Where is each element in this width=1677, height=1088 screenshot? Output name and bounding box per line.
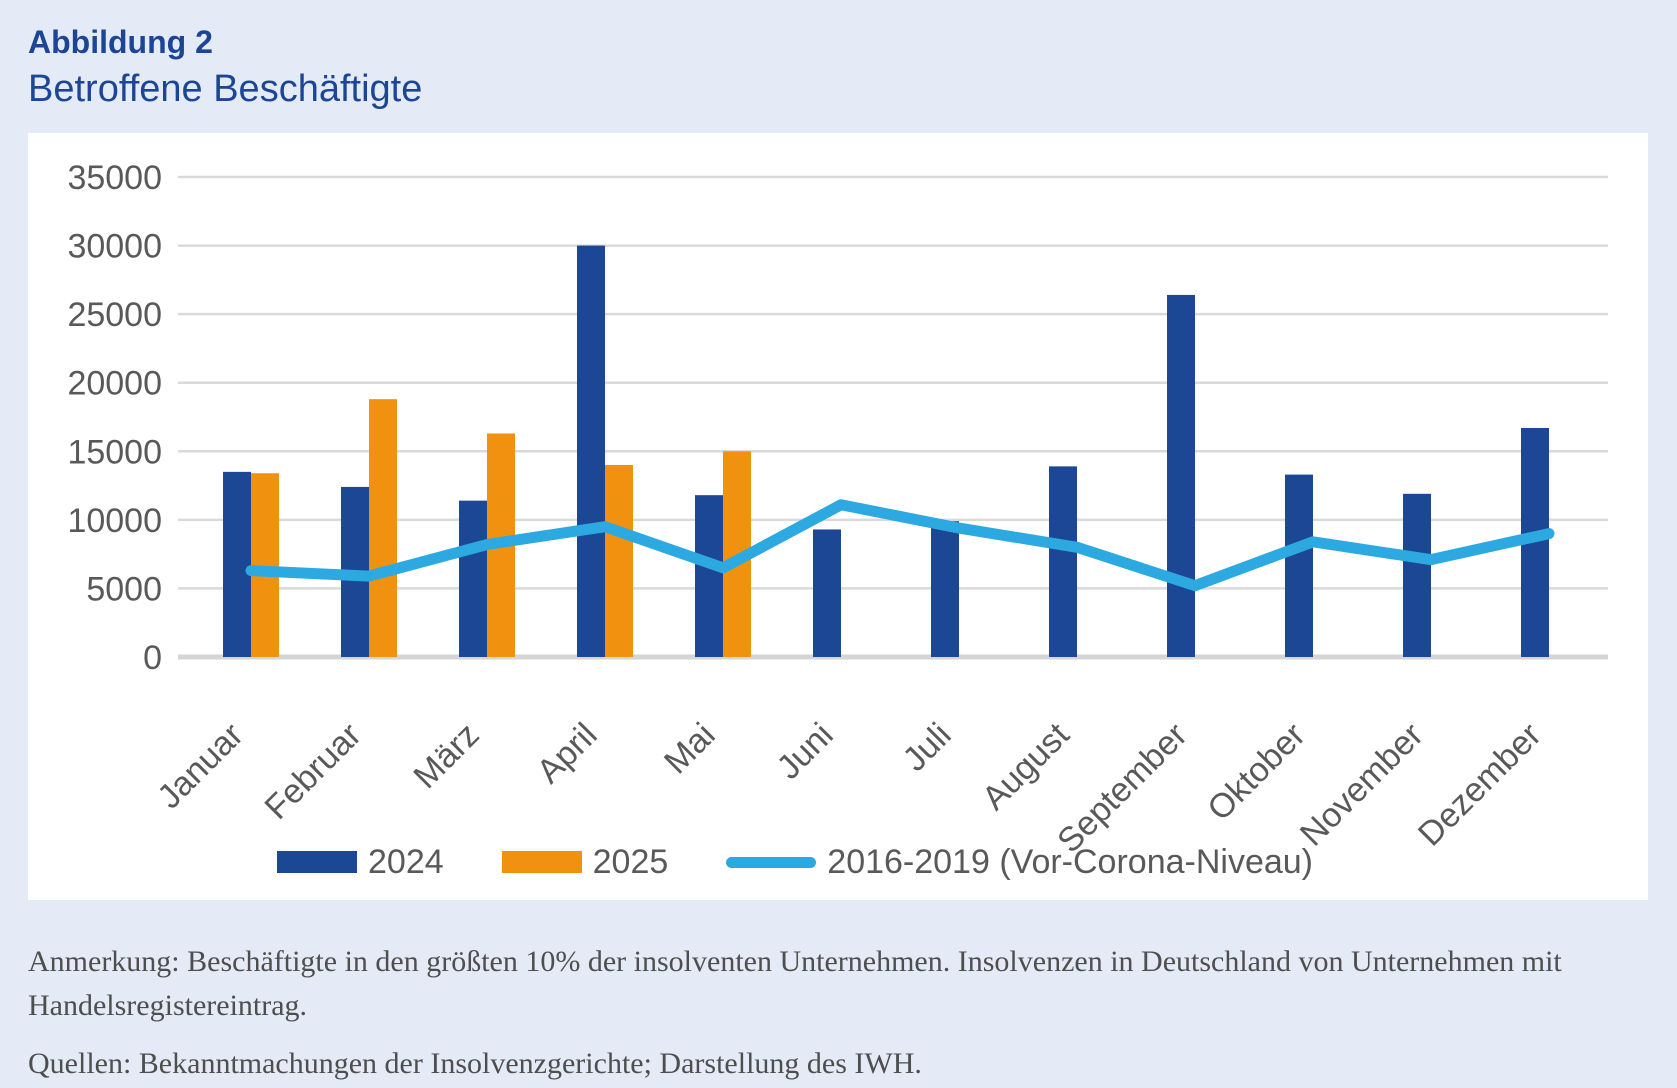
legend-swatch-2024 xyxy=(277,851,357,873)
legend-item-2016-2019: 2016-2019 (Vor-Corona-Niveau) xyxy=(726,843,1313,882)
note-text: Anmerkung: Beschäftigte in den größten 1… xyxy=(28,945,1562,1022)
x-axis-label-Juni: Juni xyxy=(770,716,841,787)
trend-line-2016-2019 (Vor-Corona-Niveau) xyxy=(245,499,1555,592)
bar-2024-Mai xyxy=(695,495,723,657)
legend-swatch-2025 xyxy=(501,851,582,873)
x-axis-label-Juli: Juli xyxy=(896,716,959,779)
bar-2025-Januar xyxy=(251,473,279,657)
y-tick-label: 20000 xyxy=(67,365,162,403)
x-axis-label-Oktober: Oktober xyxy=(1200,716,1312,828)
x-axis-label-November: November xyxy=(1293,716,1431,854)
y-tick-label: 25000 xyxy=(67,296,162,334)
y-tick-label: 15000 xyxy=(67,433,162,471)
bar-2024-August xyxy=(1049,466,1077,657)
bar-2024-November xyxy=(1403,493,1431,657)
y-tick-label: 10000 xyxy=(67,502,162,540)
bar-2025-Februar xyxy=(369,399,397,657)
figure-footer: Anmerkung: Beschäftigte in den größten 1… xyxy=(28,940,1628,1086)
bar-2025-April xyxy=(605,465,633,657)
x-axis-label-März: März xyxy=(406,716,486,796)
chart-panel: 0 5000 10000 15000 20000 25000 30000 35000 Janua… xyxy=(28,133,1648,900)
x-axis-label-Dezember: Dezember xyxy=(1411,716,1549,854)
x-axis-label-Januar: Januar xyxy=(150,716,250,816)
chart-legend: 2024 2025 2016-2019 (Vor-Corona-Niveau) xyxy=(277,843,1313,881)
legend-label-2016-2019: 2016-2019 (Vor-Corona-Niveau) xyxy=(827,842,1313,881)
legend-line-swatch-2016-2019 xyxy=(726,856,817,868)
legend-item-2025: 2025 xyxy=(501,842,669,882)
legend-item-2024: 2024 xyxy=(277,843,444,882)
bar-2024-April xyxy=(577,245,605,658)
sources-text: Quellen: Bekanntmachungen der Insolvenzg… xyxy=(28,1047,922,1080)
y-tick-label: 0 xyxy=(143,639,162,677)
bar-2024-Juni xyxy=(813,529,841,657)
page-title: Betroffene Beschäftigte xyxy=(28,67,423,110)
legend-label-2025: 2025 xyxy=(592,842,669,881)
y-tick-label: 30000 xyxy=(67,228,162,266)
bar-2024-Oktober xyxy=(1285,474,1313,657)
x-axis-label-September: September xyxy=(1050,716,1194,860)
x-axis-label-August: August xyxy=(975,715,1077,817)
x-axis-label-Mai: Mai xyxy=(657,716,723,782)
figure-header: Abbildung 2 Betroffene Beschäftigte xyxy=(28,22,422,113)
chart-canvas: 0 5000 10000 15000 20000 25000 30000 35000 Janua… xyxy=(67,159,1608,860)
bar-2024-September xyxy=(1167,294,1195,657)
y-tick-label: 35000 xyxy=(67,159,162,197)
figure-label: Abbildung 2 xyxy=(28,24,213,60)
bar-2024-Juli xyxy=(931,521,959,657)
y-tick-label: 5000 xyxy=(86,570,162,608)
bar-2024-Januar xyxy=(223,471,251,657)
bar-2024-März xyxy=(459,500,487,657)
x-axis-label-Februar: Februar xyxy=(258,716,369,827)
x-axis-label-April: April xyxy=(530,716,605,791)
legend-label-2024: 2024 xyxy=(368,842,444,881)
